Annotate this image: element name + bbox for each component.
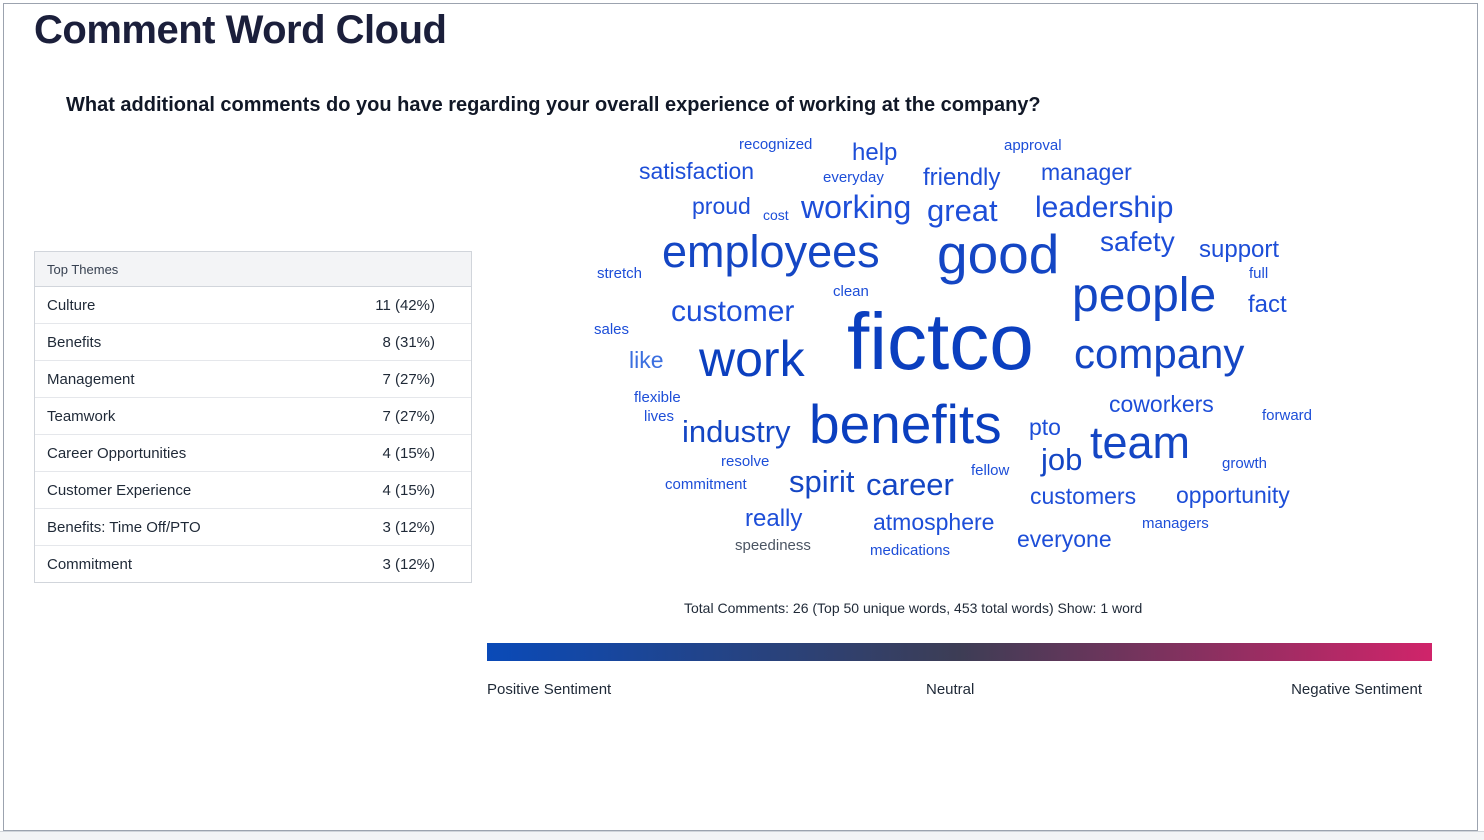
word-cloud-word[interactable]: like — [629, 347, 664, 373]
word-cloud-word[interactable]: customer — [671, 295, 795, 328]
word-cloud-word[interactable]: good — [937, 223, 1060, 285]
theme-name: Commitment — [47, 555, 133, 573]
word-cloud-word[interactable]: help — [852, 139, 898, 166]
word-cloud-word[interactable]: spirit — [789, 464, 855, 499]
theme-row[interactable]: Teamwork 7 (27%) — [35, 398, 471, 435]
word-cloud-word[interactable]: benefits — [809, 393, 1002, 455]
word-cloud-word[interactable]: medications — [870, 542, 951, 559]
word-cloud-word[interactable]: industry — [682, 414, 791, 449]
word-cloud-word[interactable]: proud — [692, 193, 751, 219]
word-cloud-word[interactable]: lives — [644, 408, 675, 425]
theme-row[interactable]: Benefits 8 (31%) — [35, 324, 471, 361]
word-cloud-word[interactable]: everyday — [823, 169, 884, 186]
word-cloud-word[interactable]: support — [1199, 236, 1280, 263]
survey-question: What additional comments do you have reg… — [66, 94, 1041, 116]
theme-count: 3 (12%) — [382, 555, 435, 573]
word-cloud-word[interactable]: job — [1041, 442, 1083, 477]
theme-name: Benefits: Time Off/PTO — [47, 518, 201, 536]
page-frame — [3, 3, 1478, 831]
theme-name: Culture — [47, 296, 96, 314]
word-cloud-word[interactable]: speediness — [735, 537, 811, 554]
word-cloud-word[interactable]: growth — [1222, 455, 1268, 472]
word-cloud-word[interactable]: cost — [763, 207, 789, 223]
word-cloud-word[interactable]: satisfaction — [639, 158, 755, 184]
bottom-strip — [0, 831, 1484, 840]
theme-name: Customer Experience — [47, 481, 192, 499]
word-cloud-word[interactable]: company — [1074, 330, 1245, 377]
word-cloud-word[interactable]: work — [699, 331, 805, 387]
word-cloud-word[interactable]: opportunity — [1176, 482, 1290, 508]
theme-row[interactable]: Benefits: Time Off/PTO 3 (12%) — [35, 509, 471, 546]
theme-row[interactable]: Commitment 3 (12%) — [35, 546, 471, 582]
theme-row[interactable]: Customer Experience 4 (15%) — [35, 472, 471, 509]
word-cloud-word[interactable]: people — [1072, 269, 1217, 322]
theme-name: Career Opportunities — [47, 444, 187, 462]
word-cloud: recognized help approval satisfaction everyd… — [594, 136, 1313, 559]
theme-count: 11 (42%) — [375, 296, 435, 314]
sentiment-gradient-bar — [487, 643, 1432, 661]
word-cloud-word[interactable]: full — [1249, 265, 1269, 282]
positive-sentiment-label: Positive Sentiment — [487, 681, 612, 698]
negative-sentiment-label: Negative Sentiment — [1291, 681, 1422, 698]
theme-count: 8 (31%) — [382, 333, 435, 351]
word-cloud-word[interactable]: atmosphere — [873, 509, 995, 535]
word-cloud-word[interactable]: commitment — [665, 476, 747, 493]
word-cloud-word[interactable]: everyone — [1017, 526, 1112, 552]
word-cloud-word[interactable]: flexible — [634, 389, 681, 406]
theme-count: 4 (15%) — [382, 444, 435, 462]
word-cloud-word[interactable]: team — [1090, 417, 1191, 468]
theme-name: Benefits — [47, 333, 102, 351]
word-cloud-word[interactable]: coworkers — [1109, 391, 1214, 417]
word-cloud-word[interactable]: approval — [1004, 137, 1062, 154]
word-cloud-word[interactable]: customers — [1030, 483, 1137, 509]
top-themes-header: Top Themes — [35, 252, 471, 287]
page-title: Comment Word Cloud — [34, 8, 447, 52]
word-cloud-word[interactable]: manager — [1041, 159, 1132, 185]
theme-count: 4 (15%) — [382, 481, 435, 499]
word-cloud-word[interactable]: fact — [1248, 291, 1287, 318]
theme-row[interactable]: Management 7 (27%) — [35, 361, 471, 398]
word-cloud-word[interactable]: career — [866, 467, 954, 502]
word-cloud-word[interactable]: stretch — [597, 265, 643, 282]
word-cloud-word[interactable]: leadership — [1035, 191, 1174, 224]
word-cloud-word[interactable]: great — [927, 193, 998, 228]
word-cloud-word[interactable]: sales — [594, 321, 630, 338]
word-cloud-word[interactable]: employees — [662, 226, 880, 277]
word-cloud-word[interactable]: fellow — [971, 462, 1010, 479]
word-cloud-word[interactable]: clean — [833, 283, 869, 300]
word-cloud-word[interactable]: resolve — [721, 453, 770, 470]
word-cloud-word[interactable]: pto — [1029, 414, 1061, 440]
theme-count: 7 (27%) — [382, 370, 435, 388]
word-cloud-word[interactable]: recognized — [739, 136, 813, 153]
theme-name: Management — [47, 370, 135, 388]
word-cloud-word[interactable]: friendly — [923, 164, 1001, 191]
word-cloud-word[interactable]: fictco — [847, 297, 1034, 386]
word-cloud-word[interactable]: forward — [1262, 407, 1313, 424]
top-themes-table: Top Themes Culture 11 (42%) Benefits 8 (… — [34, 251, 472, 583]
theme-row[interactable]: Career Opportunities 4 (15%) — [35, 435, 471, 472]
theme-row[interactable]: Culture 11 (42%) — [35, 287, 471, 324]
theme-count: 3 (12%) — [382, 518, 435, 536]
word-cloud-word[interactable]: managers — [1142, 515, 1209, 532]
comment-stats: Total Comments: 26 (Top 50 unique words,… — [684, 600, 1143, 616]
theme-count: 7 (27%) — [382, 407, 435, 425]
word-cloud-word[interactable]: safety — [1100, 226, 1175, 257]
word-cloud-word[interactable]: really — [745, 505, 803, 532]
word-cloud-word[interactable]: working — [801, 189, 912, 225]
neutral-sentiment-label: Neutral — [926, 681, 975, 698]
theme-name: Teamwork — [47, 407, 116, 425]
